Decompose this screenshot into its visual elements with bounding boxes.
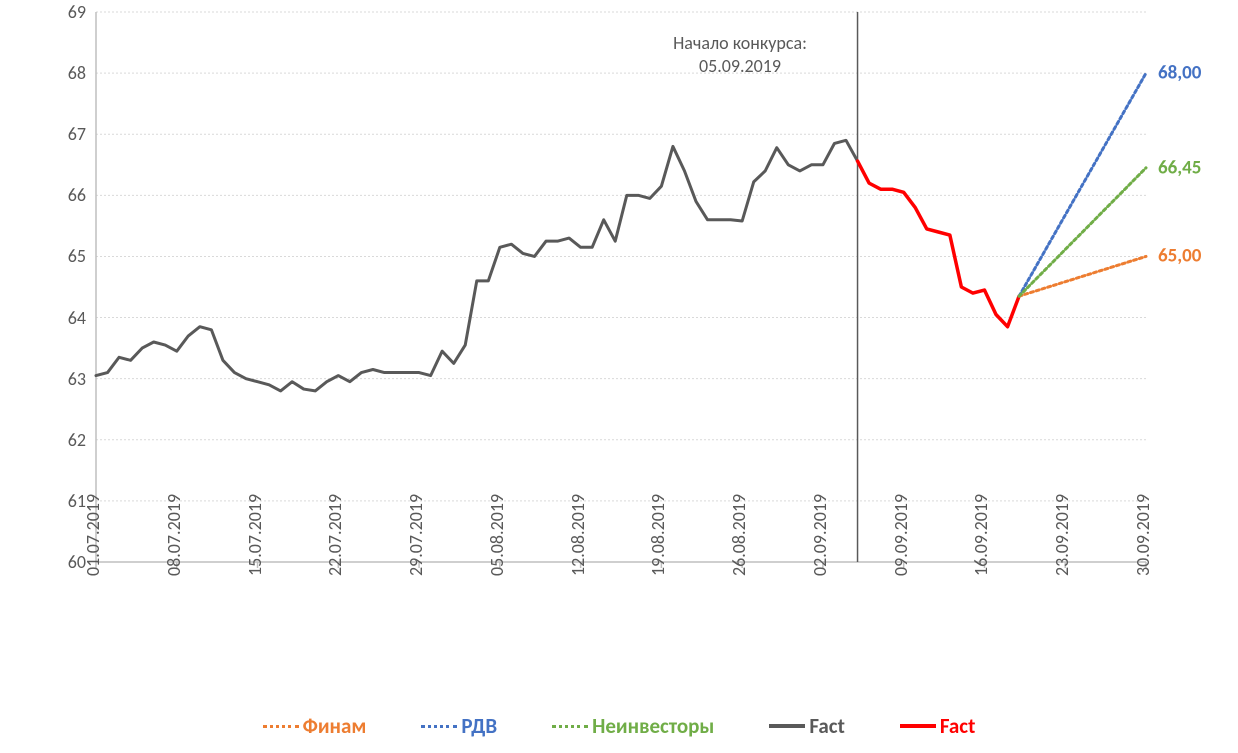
legend-swatch [421,725,457,728]
legend-label: Неинвесторы [592,713,714,739]
annotation-text: Начало конкурса: 05.09.2019 [650,32,830,79]
legend-label: РДВ [461,713,497,739]
legend-swatch [263,725,299,728]
legend-item: Fact [900,713,976,739]
legend-item: РДВ [421,713,497,739]
legend-label: Fact [809,713,845,739]
legend-item: Fact [769,713,845,739]
legend-label: Финам [303,713,367,739]
annotation-line1: Начало конкурса: [650,32,830,55]
end-labels: 65,00 68,00 66,45 [0,0,1238,753]
legend-label: Fact [940,713,976,739]
legend: Финам РДВ Неинвесторы Fact Fact [0,713,1238,739]
end-label-neinvestory: 66,45 [1158,156,1201,179]
end-label-finam: 65,00 [1158,245,1201,268]
legend-swatch [769,724,805,728]
end-label-rdv: 68,00 [1158,62,1201,85]
legend-item: Финам [263,713,367,739]
legend-swatch [552,725,588,728]
chart-container: 60616263646566676869 01.07.201908.07.201… [0,0,1238,753]
legend-swatch [900,724,936,728]
legend-item: Неинвесторы [552,713,714,739]
annotation-line2: 05.09.2019 [650,55,830,78]
